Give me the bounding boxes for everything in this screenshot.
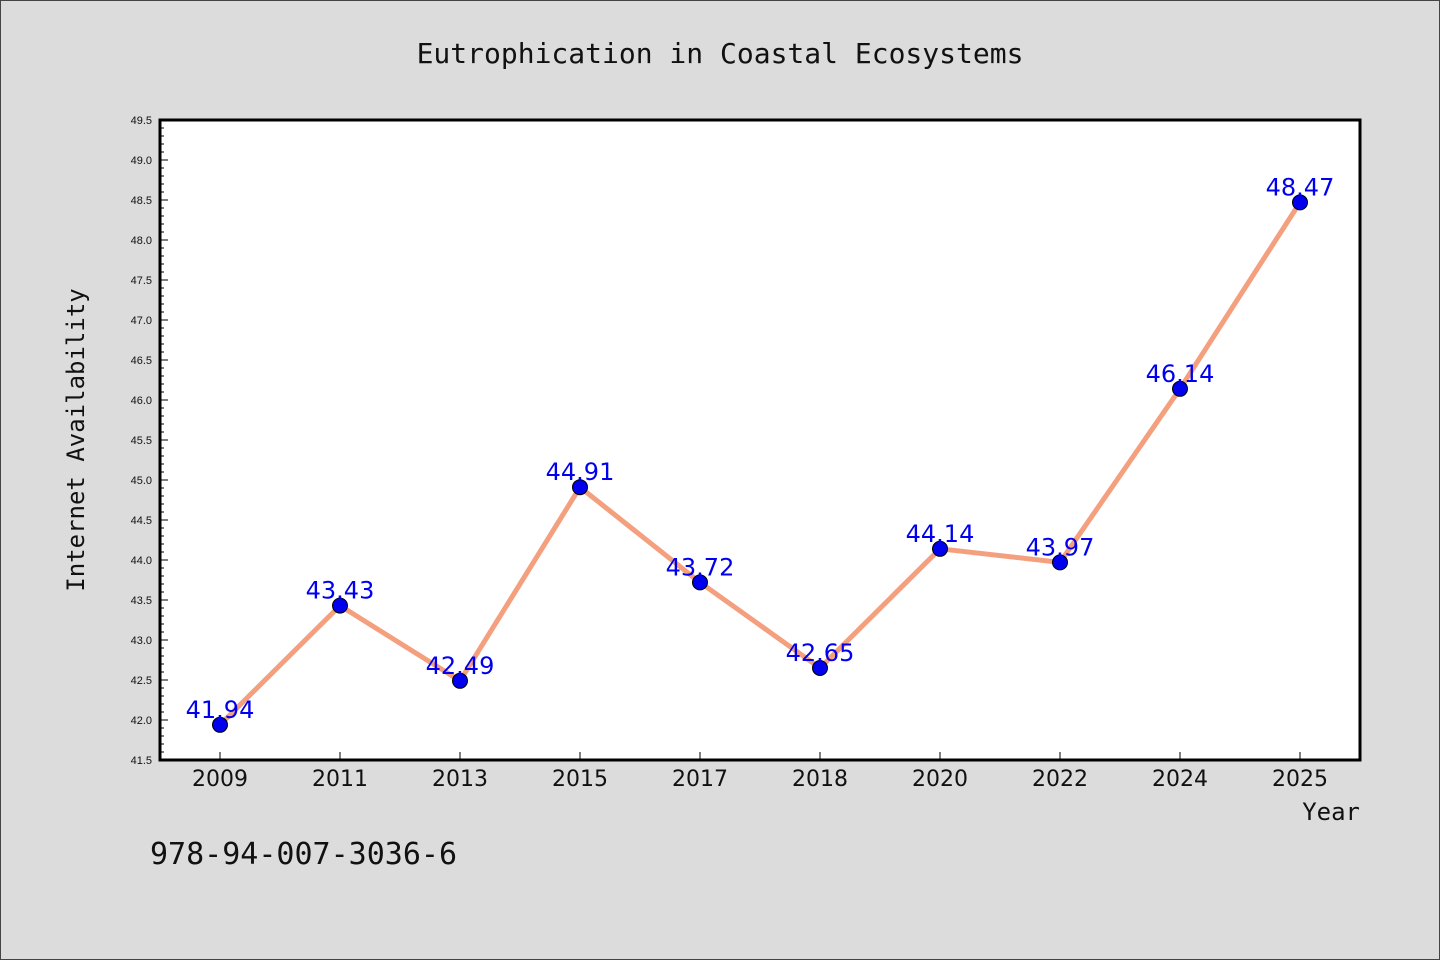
y-tick-label: 49.0 xyxy=(131,155,152,167)
data-label: 41.94 xyxy=(186,696,255,724)
plot-area xyxy=(158,118,1362,762)
data-point xyxy=(572,479,588,496)
data-label: 42.49 xyxy=(426,652,495,680)
x-tick-label: 2013 xyxy=(432,767,488,792)
y-tick-label: 42.0 xyxy=(131,715,152,727)
data-point xyxy=(332,597,348,614)
x-tick-label: 2009 xyxy=(192,767,248,792)
y-axis-label: Internet Availability xyxy=(62,288,90,591)
data-label: 44.91 xyxy=(546,458,615,486)
y-tick-label: 42.5 xyxy=(131,675,152,687)
data-label: 43.43 xyxy=(306,577,375,605)
x-tick-label: 2020 xyxy=(912,767,968,792)
y-tick-label: 47.5 xyxy=(131,275,152,287)
y-axis: 41.5 42.0 42.5 43.0 43.5 44.0 44.5 45.0 45.5 46.0… xyxy=(131,115,168,767)
x-axis: 2009 2011 2013 2015 2017 2018 2020 2022 2024 2025 xyxy=(192,752,1328,792)
y-tick-label: 41.5 xyxy=(131,755,152,767)
x-tick-label: 2015 xyxy=(552,767,608,792)
x-tick-label: 2022 xyxy=(1032,767,1088,792)
data-label: 43.72 xyxy=(666,553,735,581)
y-tick-label: 49.5 xyxy=(131,115,152,127)
series-line xyxy=(217,199,1303,728)
data-label: 43.97 xyxy=(1026,533,1095,561)
x-tick-label: 2025 xyxy=(1272,767,1328,792)
y-tick-label: 45.5 xyxy=(131,435,152,447)
chart-title: Eutrophication in Coastal Ecosystems xyxy=(417,37,1024,70)
y-tick-label: 44.5 xyxy=(131,515,152,527)
y-tick-label: 46.0 xyxy=(131,395,152,407)
y-tick-label: 44.0 xyxy=(131,555,152,567)
y-tick-label: 46.5 xyxy=(131,355,152,367)
x-tick-label: 2011 xyxy=(312,767,368,792)
data-point xyxy=(692,574,708,591)
y-tick-label: 45.0 xyxy=(131,475,152,487)
y-tick-label: 48.5 xyxy=(131,195,152,207)
x-tick-label: 2017 xyxy=(672,767,728,792)
y-tick-label: 43.0 xyxy=(131,635,152,647)
y-tick-label: 47.0 xyxy=(131,315,152,327)
data-label: 48.47 xyxy=(1266,173,1335,201)
x-axis-label: Year xyxy=(1302,798,1360,826)
data-label: 42.65 xyxy=(786,639,855,667)
data-point xyxy=(812,660,828,676)
data-point xyxy=(452,672,468,689)
isbn-text: 978-94-007-3036-6 xyxy=(150,837,457,872)
data-point xyxy=(212,716,228,733)
x-tick-label: 2018 xyxy=(792,767,848,792)
data-point xyxy=(1172,380,1188,397)
data-label: 44.14 xyxy=(906,520,975,548)
x-tick-label: 2024 xyxy=(1152,767,1208,792)
data-point xyxy=(1292,194,1308,211)
data-series: 41.94 43.43 42.49 44.91 43.72 42.65 44.14 43.97… xyxy=(186,173,1335,733)
data-point xyxy=(1052,554,1068,571)
data-point xyxy=(932,540,948,557)
data-label: 46.14 xyxy=(1146,360,1215,388)
y-tick-label: 43.5 xyxy=(131,595,152,607)
y-tick-label: 48.0 xyxy=(131,235,152,247)
